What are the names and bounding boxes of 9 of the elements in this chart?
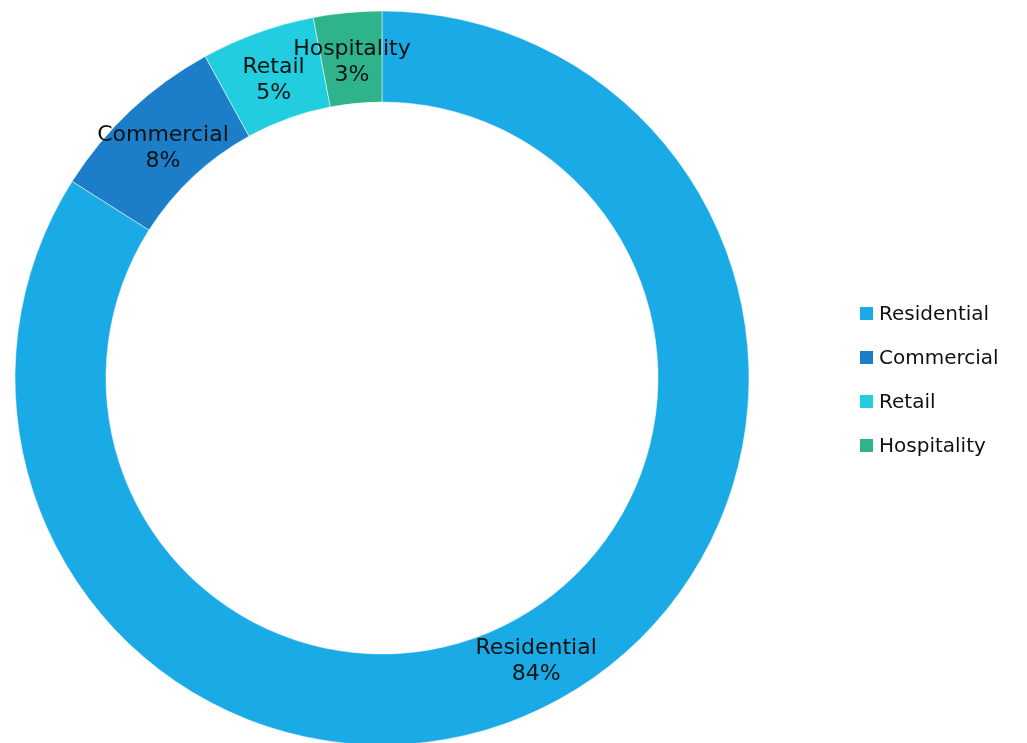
legend-label: Commercial <box>879 345 999 369</box>
data-label: 8% <box>145 146 181 172</box>
slice-label: Residential <box>475 634 597 660</box>
data-label: 3% <box>334 61 370 87</box>
legend-label: Residential <box>879 301 990 325</box>
legend-label: Hospitality <box>879 433 986 457</box>
legend-label: Retail <box>879 389 936 413</box>
data-label: 84% <box>511 660 561 686</box>
data-label: 5% <box>256 78 292 104</box>
